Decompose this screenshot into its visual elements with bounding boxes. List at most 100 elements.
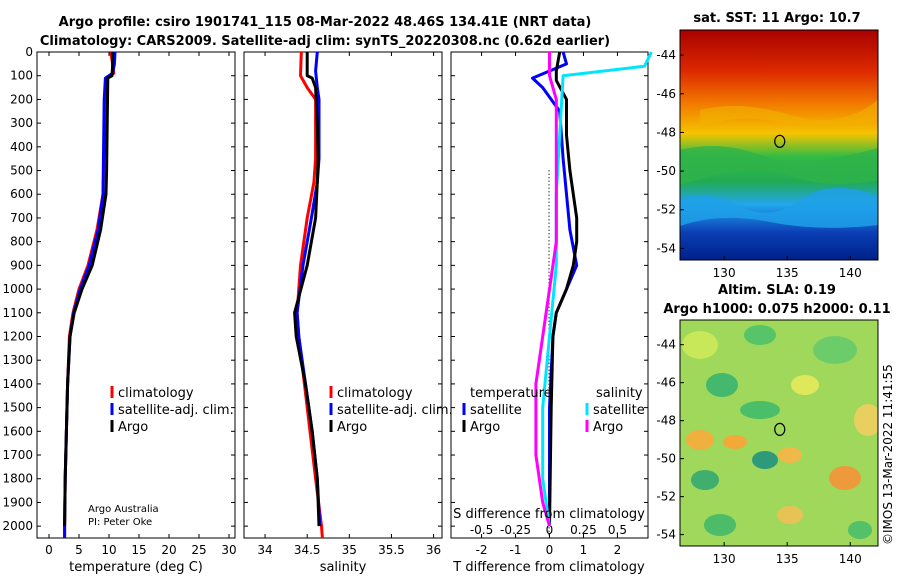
legend-satellite-label: satellite-adj. clim. bbox=[118, 403, 234, 418]
sla-blob bbox=[854, 404, 878, 436]
x-tick-label: 25 bbox=[191, 543, 206, 557]
y-tick-label: 900 bbox=[10, 258, 33, 272]
y-tick-label: 100 bbox=[10, 69, 33, 83]
y-tick-label: 1400 bbox=[2, 377, 33, 391]
sla-blob bbox=[686, 430, 714, 450]
legend-temperature-header: temperature bbox=[470, 386, 552, 401]
sla-blob bbox=[829, 466, 861, 490]
temperature-legend: climatology satellite-adj. clim. Argo bbox=[110, 386, 234, 435]
figure-title-line2: Climatology: CARS2009. Satellite-adj cli… bbox=[40, 34, 610, 49]
legend-salinity-header: salinity bbox=[596, 386, 643, 401]
credit-line1: Argo Australia bbox=[88, 504, 159, 515]
legend-climatology-label: climatology bbox=[337, 386, 413, 401]
credit-line2: PI: Peter Oke bbox=[88, 517, 152, 528]
sla-blob bbox=[704, 514, 736, 536]
sla-blob bbox=[848, 521, 872, 539]
lat-tick-label: -46 bbox=[656, 87, 676, 101]
top-x-tick-label: -0.5 bbox=[470, 523, 493, 537]
x-tick-label: 35.5 bbox=[378, 543, 405, 557]
lat-tick-label: -50 bbox=[656, 164, 676, 178]
top-x-tick-label: 0.5 bbox=[608, 523, 627, 537]
sla-blob bbox=[691, 470, 719, 490]
lat-tick-label: -54 bbox=[656, 241, 676, 255]
lon-tick-label: 130 bbox=[713, 552, 736, 566]
lat-tick-label: -54 bbox=[656, 528, 676, 542]
y-tick-label: 1700 bbox=[2, 448, 33, 462]
x-tick-label: 15 bbox=[131, 543, 146, 557]
temperature-xlabel: temperature (deg C) bbox=[69, 560, 203, 575]
legend-argo-label: Argo bbox=[118, 420, 148, 435]
y-tick-label: 2000 bbox=[2, 519, 33, 533]
sla-blob bbox=[740, 401, 780, 419]
salinity-panel: 34 34.5 35 35.5 36 salinity bbox=[243, 51, 443, 575]
sla-blob bbox=[682, 331, 718, 359]
lon-tick-label: 135 bbox=[776, 266, 799, 280]
legend-climatology-label: climatology bbox=[118, 386, 194, 401]
x-tick-label: 5 bbox=[75, 543, 83, 557]
argo-location-marker bbox=[774, 134, 786, 148]
sst-cool-band bbox=[680, 187, 878, 228]
y-tick-label: 1100 bbox=[2, 306, 33, 320]
y-tick-label: 700 bbox=[10, 211, 33, 225]
series-line-salinity-argo bbox=[534, 52, 558, 527]
y-tick-label: 1200 bbox=[2, 329, 33, 343]
sst-front-band bbox=[680, 146, 878, 185]
lat-tick-label: -52 bbox=[656, 203, 676, 217]
sla-blob bbox=[723, 435, 747, 449]
y-tick-label: 1900 bbox=[2, 495, 33, 509]
lat-tick-label: -48 bbox=[656, 125, 676, 139]
series-line-argo bbox=[63, 52, 115, 527]
difference-top-xlabel: S difference from climatology bbox=[453, 507, 645, 522]
sst-map-frame bbox=[679, 29, 879, 261]
y-tick-label: 800 bbox=[10, 235, 33, 249]
sla-blob bbox=[744, 325, 776, 345]
sla-blob bbox=[752, 451, 778, 469]
x-tick-label: 2 bbox=[614, 543, 622, 557]
lat-tick-label: -44 bbox=[656, 338, 676, 352]
lat-tick-label: -50 bbox=[656, 452, 676, 466]
lat-tick-label: -48 bbox=[656, 414, 676, 428]
legend-temp-argo-label: Argo bbox=[470, 420, 500, 435]
salinity-xlabel: salinity bbox=[320, 560, 367, 575]
difference-panel: -2 -1 0 1 2 -0.5 -0.25 0 0.25 0.5 S difference fr… bbox=[450, 51, 653, 575]
x-tick-label: 1 bbox=[580, 543, 588, 557]
sst-map-title: sat. SST: 11 Argo: 10.7 bbox=[693, 11, 860, 26]
legend-argo-label: Argo bbox=[337, 420, 367, 435]
difference-legend: temperature salinity satellite Argo sate… bbox=[462, 386, 645, 435]
x-tick-label: 30 bbox=[221, 543, 236, 557]
legend-sal-satellite-label: satellite bbox=[593, 403, 645, 418]
sst-warm-band bbox=[700, 100, 878, 130]
top-x-tick-label: -0.25 bbox=[500, 523, 531, 537]
lat-tick-label: -46 bbox=[656, 376, 676, 390]
sla-map-title1: Altim. SLA: 0.19 bbox=[718, 283, 836, 298]
x-tick-label: 34 bbox=[257, 543, 272, 557]
sla-blob bbox=[777, 506, 803, 524]
salinity-legend: climatology satellite-adj. clim. Argo bbox=[329, 386, 453, 435]
legend-satellite-label: satellite-adj. clim. bbox=[337, 403, 453, 418]
imos-timestamp: ©IMOS 13-Mar-2022 11:41:55 bbox=[881, 364, 895, 545]
temperature-panel: 0 5 10 15 20 25 300100200300400500600700800900… bbox=[2, 45, 236, 575]
y-tick-label: 1500 bbox=[2, 401, 33, 415]
difference-xlabel: T difference from climatology bbox=[452, 560, 645, 575]
x-tick-label: 36 bbox=[426, 543, 441, 557]
series-line-climatology bbox=[295, 51, 324, 539]
sla-blob bbox=[791, 375, 819, 395]
y-tick-label: 1300 bbox=[2, 353, 33, 367]
series-line-argo bbox=[293, 52, 321, 527]
x-tick-label: 0 bbox=[45, 543, 53, 557]
lat-tick-label: -44 bbox=[656, 48, 676, 62]
sla-map-panel: Altim. SLA: 0.19 Argo h1000: 0.075 h2000… bbox=[656, 283, 890, 566]
sla-blob bbox=[706, 373, 738, 397]
sla-map-title2: Argo h1000: 0.075 h2000: 0.11 bbox=[663, 302, 890, 317]
x-tick-label: -2 bbox=[476, 543, 488, 557]
lat-tick-label: -52 bbox=[656, 490, 676, 504]
temperature-axes bbox=[36, 51, 236, 539]
legend-temp-satellite-label: satellite bbox=[470, 403, 522, 418]
y-tick-label: 300 bbox=[10, 116, 33, 130]
lon-tick-label: 135 bbox=[776, 552, 799, 566]
x-tick-label: 10 bbox=[101, 543, 116, 557]
y-tick-label: 200 bbox=[10, 92, 33, 106]
x-tick-label: 35 bbox=[342, 543, 357, 557]
y-tick-label: 1600 bbox=[2, 424, 33, 438]
